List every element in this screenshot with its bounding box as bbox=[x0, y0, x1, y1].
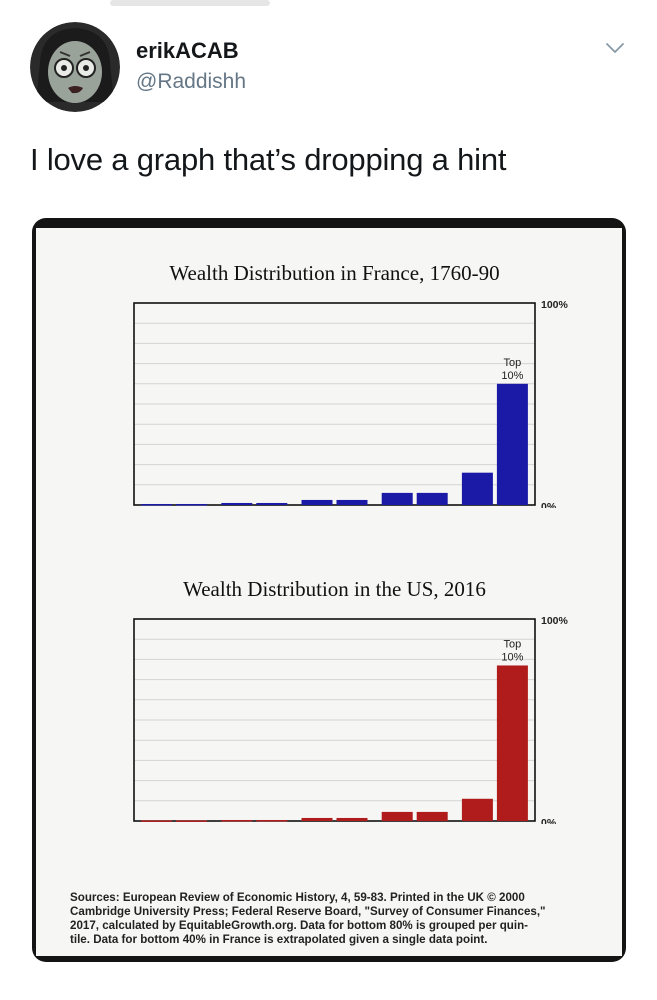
bar-5-1 bbox=[461, 472, 493, 505]
top-10-annotation: 10% bbox=[501, 370, 523, 382]
bar-5-2 bbox=[496, 383, 528, 505]
tweet-text: I love a graph that’s dropping a hint bbox=[30, 142, 507, 177]
france-wealth-chart: Wealth Distribution in France, 1760-90 10… bbox=[133, 261, 569, 508]
top-10-annotation: 10% bbox=[501, 651, 523, 663]
bar-3-2 bbox=[336, 817, 368, 821]
bar-5-2 bbox=[496, 665, 528, 821]
chevron-down-icon[interactable] bbox=[604, 40, 626, 56]
bar-1-2 bbox=[176, 503, 208, 506]
sources-line: tile. Data for bottom 40% in France is e… bbox=[70, 933, 488, 946]
bar-2-2 bbox=[256, 502, 288, 505]
bar-1-1 bbox=[141, 503, 173, 506]
y-axis-min-label: 0% bbox=[541, 501, 557, 508]
top-10-annotation: Top bbox=[504, 638, 522, 650]
bar-4-1 bbox=[381, 492, 413, 505]
bar-3-1 bbox=[301, 817, 333, 821]
zombie-avatar-icon[interactable] bbox=[30, 22, 120, 112]
display-name[interactable]: erikACAB bbox=[136, 38, 239, 63]
bar-3-1 bbox=[301, 499, 333, 505]
plot-frame bbox=[133, 302, 536, 506]
y-axis-max-label: 100% bbox=[541, 299, 569, 311]
sources-line: Cambridge University Press; Federal Rese… bbox=[70, 905, 546, 918]
sources-note: Sources: European Review of Economic His… bbox=[70, 891, 600, 947]
bar-4-2 bbox=[416, 492, 448, 505]
chart-panel: Wealth Distribution in France, 1760-90 10… bbox=[36, 228, 622, 956]
sources-line: 2017, calculated by EquitableGrowth.org.… bbox=[70, 919, 529, 932]
bar-2-1 bbox=[221, 502, 253, 505]
bar-4-2 bbox=[416, 811, 448, 821]
chart-title: Wealth Distribution in France, 1760-90 bbox=[169, 261, 499, 285]
bar-1-2 bbox=[176, 820, 208, 822]
bar-3-2 bbox=[336, 499, 368, 505]
us-wealth-chart: Wealth Distribution in the US, 2016 100% 0… bbox=[133, 577, 569, 824]
bar-2-2 bbox=[256, 819, 288, 822]
previous-tweet-edge bbox=[110, 0, 270, 6]
chart-title: Wealth Distribution in the US, 2016 bbox=[183, 577, 486, 601]
plot-frame bbox=[133, 618, 536, 822]
y-axis-min-label: 0% bbox=[541, 817, 557, 824]
bar-4-1 bbox=[381, 811, 413, 821]
y-axis-max-label: 100% bbox=[541, 615, 569, 627]
bar-1-1 bbox=[141, 820, 173, 822]
bar-2-1 bbox=[221, 819, 253, 822]
tweet-media-image[interactable]: Wealth Distribution in France, 1760-90 10… bbox=[32, 218, 626, 962]
user-handle[interactable]: @Raddishh bbox=[136, 70, 247, 93]
bar-5-1 bbox=[461, 798, 493, 821]
top-10-annotation: Top bbox=[504, 357, 522, 369]
sources-line: Sources: European Review of Economic His… bbox=[70, 891, 525, 904]
